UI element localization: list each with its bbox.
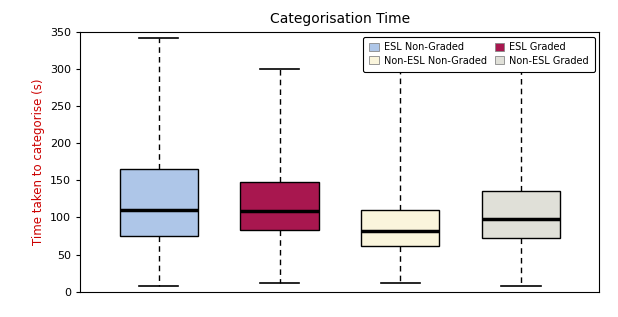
- Y-axis label: Time taken to categorise (s): Time taken to categorise (s): [32, 78, 44, 245]
- Title: Categorisation Time: Categorisation Time: [270, 12, 410, 26]
- PathPatch shape: [482, 191, 561, 238]
- PathPatch shape: [361, 210, 439, 246]
- PathPatch shape: [240, 182, 319, 230]
- PathPatch shape: [119, 169, 198, 236]
- Legend: ESL Non-Graded, Non-ESL Non-Graded, ESL Graded, Non-ESL Graded: ESL Non-Graded, Non-ESL Non-Graded, ESL …: [363, 36, 595, 72]
